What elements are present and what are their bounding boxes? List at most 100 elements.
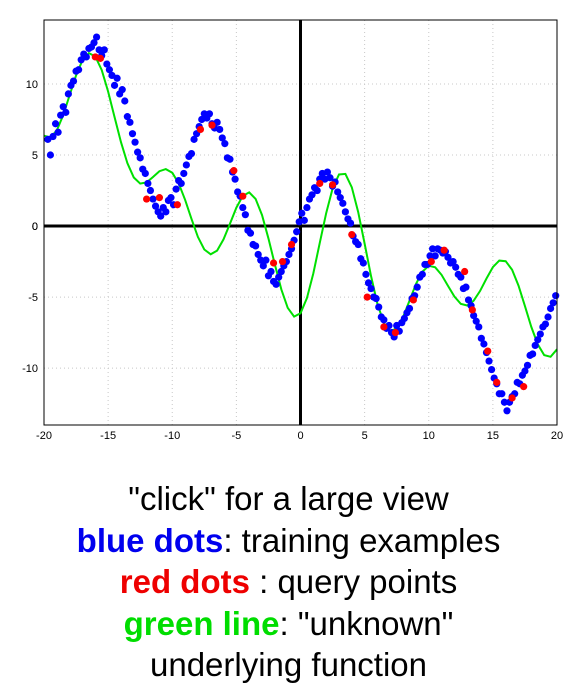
training-point-190 [531, 341, 539, 350]
training-point-7 [62, 108, 70, 116]
query-point-14 [348, 230, 356, 239]
training-point-149 [426, 252, 434, 260]
training-point-69 [221, 140, 229, 148]
query-point-7 [230, 167, 238, 175]
training-point-126 [367, 284, 375, 293]
training-point-195 [544, 313, 552, 321]
training-point-116 [341, 208, 349, 216]
training-point-2 [49, 132, 57, 141]
training-point-121 [354, 240, 362, 249]
training-point-48 [167, 194, 175, 202]
training-point-125 [364, 279, 373, 287]
legend-red-term: red dots [119, 563, 250, 600]
training-point-150 [428, 245, 437, 253]
training-point-99 [298, 209, 306, 217]
training-point-39 [144, 179, 152, 188]
legend-green-desc: : "unknown" [279, 605, 454, 642]
query-point-11 [287, 240, 296, 249]
training-point-94 [285, 250, 293, 259]
y-tick-label-zero: 0 [32, 221, 38, 233]
training-point-22 [100, 46, 108, 54]
query-points-layer [91, 53, 528, 402]
training-point-179 [503, 407, 511, 415]
training-point-20 [95, 46, 103, 54]
training-point-159 [452, 263, 460, 271]
training-point-172 [485, 357, 493, 365]
training-point-169 [477, 334, 485, 342]
training-point-191 [534, 336, 542, 344]
training-points-layer [44, 33, 560, 415]
training-point-38 [141, 169, 149, 178]
training-point-109 [323, 168, 332, 176]
training-point-24 [105, 66, 114, 74]
training-point-34 [131, 138, 139, 146]
training-point-67 [216, 125, 224, 134]
training-point-29 [118, 86, 126, 94]
training-point-79 [246, 229, 255, 237]
training-point-168 [475, 323, 483, 331]
training-point-198 [552, 292, 560, 300]
x-tick-label-7: 15 [487, 430, 499, 442]
training-point-42 [151, 202, 160, 210]
training-point-194 [541, 320, 550, 328]
training-point-4 [54, 128, 62, 136]
training-point-68 [218, 134, 226, 142]
training-point-6 [59, 103, 67, 111]
training-point-131 [380, 316, 388, 324]
caption-click-hint: "click" for a large view [128, 480, 449, 517]
training-point-12 [75, 66, 83, 74]
y-tick-label-3: 5 [32, 150, 38, 162]
query-point-26 [520, 383, 528, 391]
query-point-2 [143, 195, 151, 203]
training-point-15 [82, 53, 90, 61]
query-point-20 [440, 246, 448, 254]
training-point-50 [172, 185, 180, 193]
training-point-123 [359, 259, 367, 267]
query-point-18 [409, 296, 417, 304]
training-point-187 [523, 361, 532, 369]
x-tick-label-8: 20 [551, 430, 563, 442]
training-point-76 [239, 203, 247, 212]
query-point-24 [493, 378, 501, 386]
training-point-33 [128, 130, 137, 138]
caption-line-1: "click" for a large view [0, 478, 577, 520]
query-point-25 [508, 394, 516, 402]
caption-function-desc: underlying function [149, 646, 428, 683]
query-point-19 [427, 257, 435, 266]
x-tick-label-2: -10 [164, 430, 180, 442]
query-point-12 [316, 179, 324, 188]
training-point-41 [149, 195, 157, 203]
training-point-83 [257, 256, 265, 264]
training-point-26 [110, 81, 119, 89]
training-point-31 [123, 113, 131, 121]
training-point-56 [187, 149, 196, 158]
training-point-177 [498, 390, 506, 398]
training-point-101 [303, 203, 311, 212]
training-point-164 [464, 296, 473, 304]
training-point-57 [190, 135, 198, 143]
y-tick-label-4: 10 [26, 79, 38, 91]
training-point-100 [300, 216, 308, 224]
query-point-15 [363, 293, 371, 301]
y-tick-label-2: 0 [32, 221, 38, 233]
training-point-90 [275, 273, 283, 281]
training-point-144 [413, 283, 421, 291]
y-tick-label-1: -5 [28, 292, 38, 304]
query-point-16 [380, 323, 388, 331]
training-point-186 [521, 367, 529, 375]
training-point-173 [487, 365, 496, 374]
training-point-35 [134, 148, 142, 156]
x-tick-label-6: 10 [423, 430, 435, 442]
query-point-13 [328, 181, 337, 189]
training-point-54 [182, 161, 190, 169]
x-tick-label-0: -20 [36, 430, 52, 442]
training-point-30 [121, 97, 129, 105]
plot-frame [43, 19, 558, 426]
training-point-52 [177, 179, 185, 188]
training-point-91 [277, 267, 285, 276]
training-point-46 [162, 208, 170, 216]
query-point-5 [196, 125, 205, 134]
training-point-73 [231, 175, 239, 183]
